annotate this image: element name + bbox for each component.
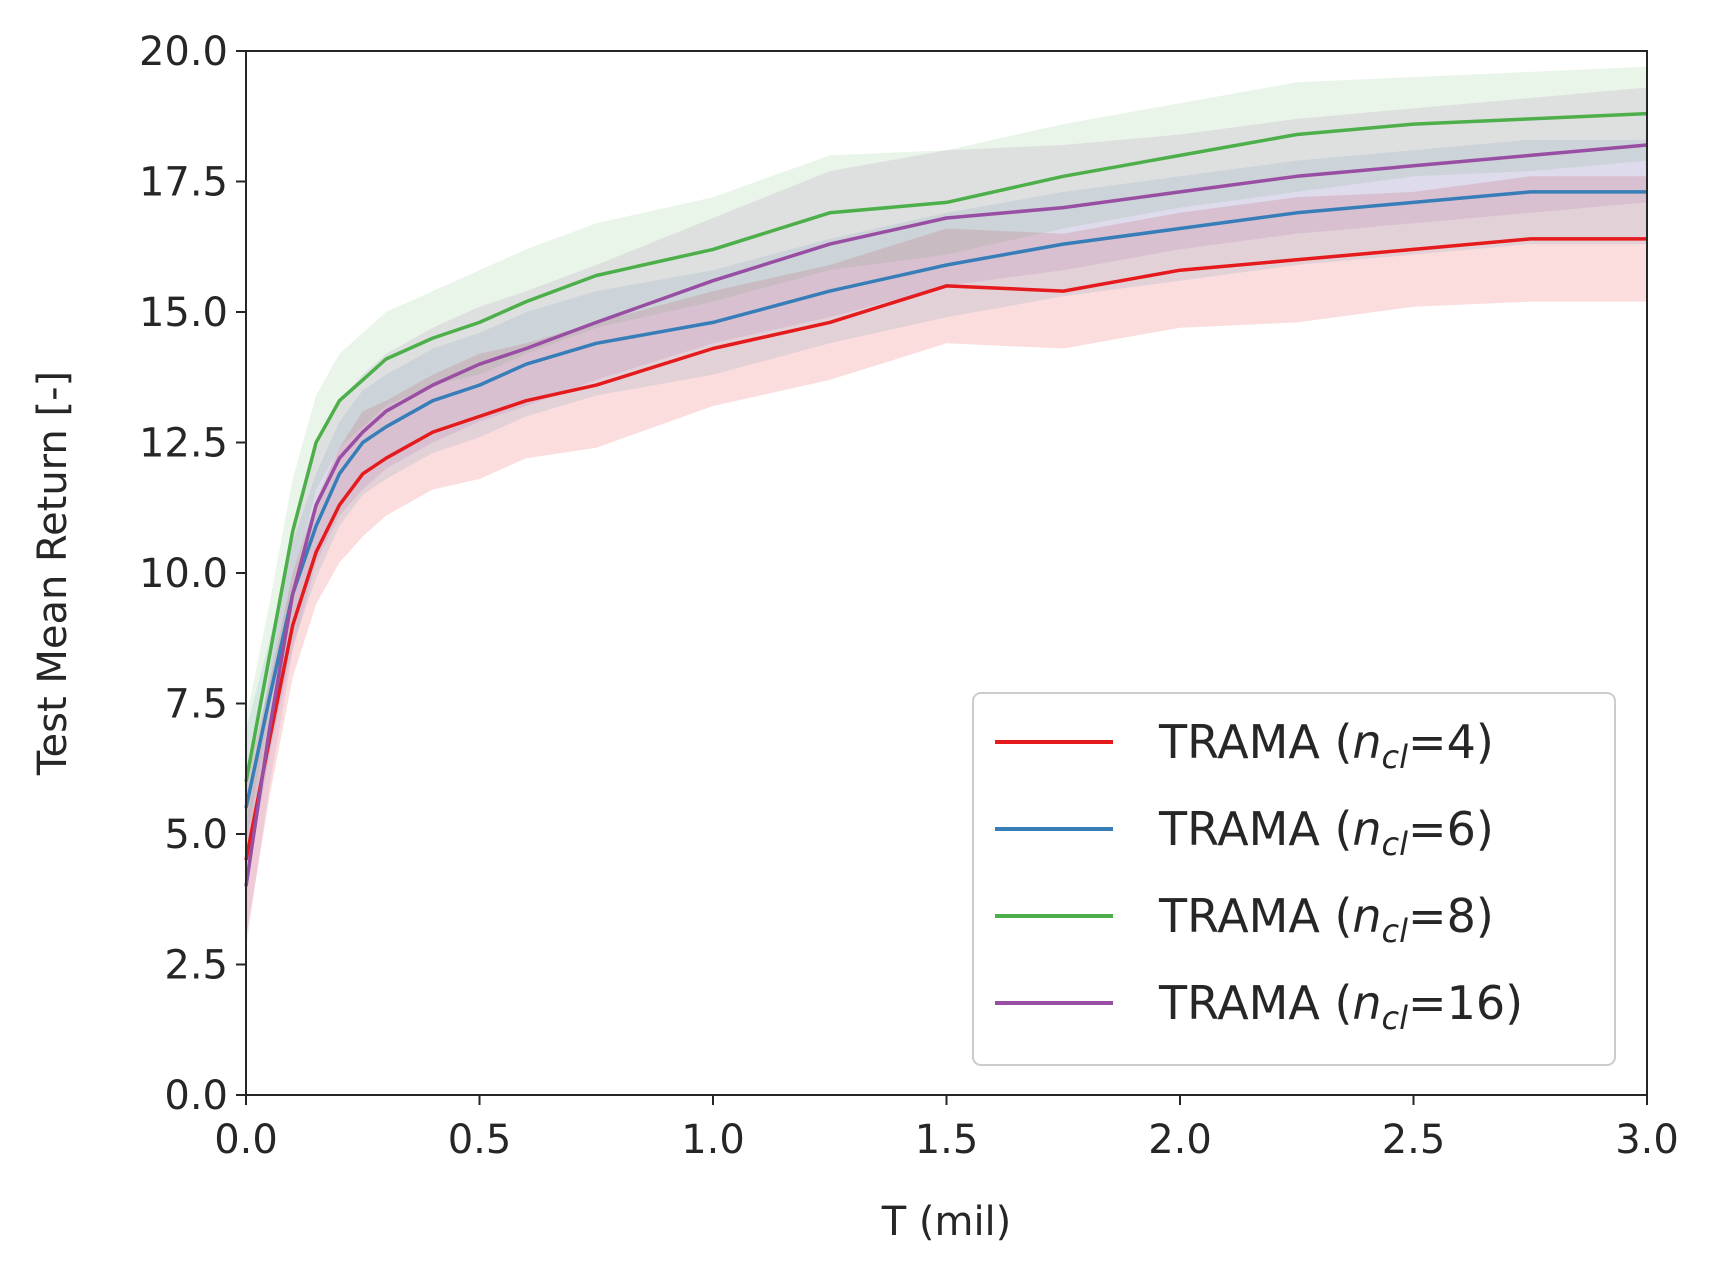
y-tick-label: 5.0 [164, 812, 228, 858]
series-line-0 [244, 237, 1647, 861]
y-tick-label: 12.5 [139, 421, 228, 467]
y-tick-label: 20.0 [139, 29, 228, 75]
legend-prefix: TRAMA ( [1158, 715, 1352, 769]
x-tick-label: 2.0 [1148, 1117, 1212, 1163]
legend-var: n [1352, 976, 1381, 1030]
x-tick-label: 3.0 [1615, 1117, 1679, 1163]
confidence-bands [246, 66, 1647, 949]
series-line-2 [244, 111, 1648, 783]
legend-box [972, 692, 1616, 1066]
confidence-band-2 [246, 66, 1647, 845]
legend-label-3: TRAMA (ncl=16) [1158, 976, 1523, 1037]
legend-label-2: TRAMA (ncl=8) [1158, 889, 1494, 950]
y-axis-label: Test Mean Return [-] [30, 371, 76, 776]
legend-suffix: =8) [1408, 889, 1494, 943]
legend-sub: cl [1382, 999, 1409, 1037]
legend-suffix: =4) [1408, 715, 1494, 769]
legend-suffix: =6) [1408, 802, 1494, 856]
legend-sub: cl [1382, 912, 1409, 950]
legend-var: n [1352, 715, 1381, 769]
legend-prefix: TRAMA ( [1158, 889, 1352, 943]
y-tick-label: 17.5 [139, 160, 228, 206]
confidence-band-3 [246, 87, 1647, 949]
legend-suffix: =16) [1408, 976, 1523, 1030]
x-tick-label: 0.0 [214, 1117, 278, 1163]
legend-prefix: TRAMA ( [1158, 802, 1352, 856]
legend-prefix: TRAMA ( [1158, 976, 1352, 1030]
legend-var: n [1352, 802, 1381, 856]
legend: TRAMA (ncl=4)TRAMA (ncl=6)TRAMA (ncl=8)T… [972, 692, 1616, 1066]
x-axis-ticks: 0.0 0.5 1.0 1.5 2.0 2.5 3.0 [214, 1095, 1679, 1163]
y-tick-label: 15.0 [139, 290, 228, 336]
x-axis-label: T (mil) [881, 1199, 1012, 1245]
y-tick-label: 10.0 [139, 551, 228, 597]
series-line-3 [244, 143, 1648, 887]
y-tick-label: 2.5 [164, 943, 228, 989]
y-axis-ticks: 0.0 2.5 5.0 7.5 10.0 12.5 15.0 17.5 20.0 [139, 29, 246, 1119]
legend-var: n [1352, 889, 1381, 943]
legend-sub: cl [1382, 738, 1409, 776]
x-tick-label: 1.0 [681, 1117, 745, 1163]
confidence-band-0 [246, 176, 1647, 939]
y-tick-label: 7.5 [164, 682, 228, 728]
legend-label-1: TRAMA (ncl=6) [1158, 802, 1494, 863]
x-tick-label: 2.5 [1382, 1117, 1446, 1163]
series-lines [244, 111, 1648, 887]
y-tick-label: 0.0 [164, 1073, 228, 1119]
x-tick-label: 0.5 [448, 1117, 512, 1163]
x-tick-label: 1.5 [915, 1117, 979, 1163]
legend-sub: cl [1382, 825, 1409, 863]
series-line-1 [244, 190, 1647, 809]
legend-label-0: TRAMA (ncl=4) [1158, 715, 1494, 776]
confidence-band-1 [246, 139, 1647, 887]
